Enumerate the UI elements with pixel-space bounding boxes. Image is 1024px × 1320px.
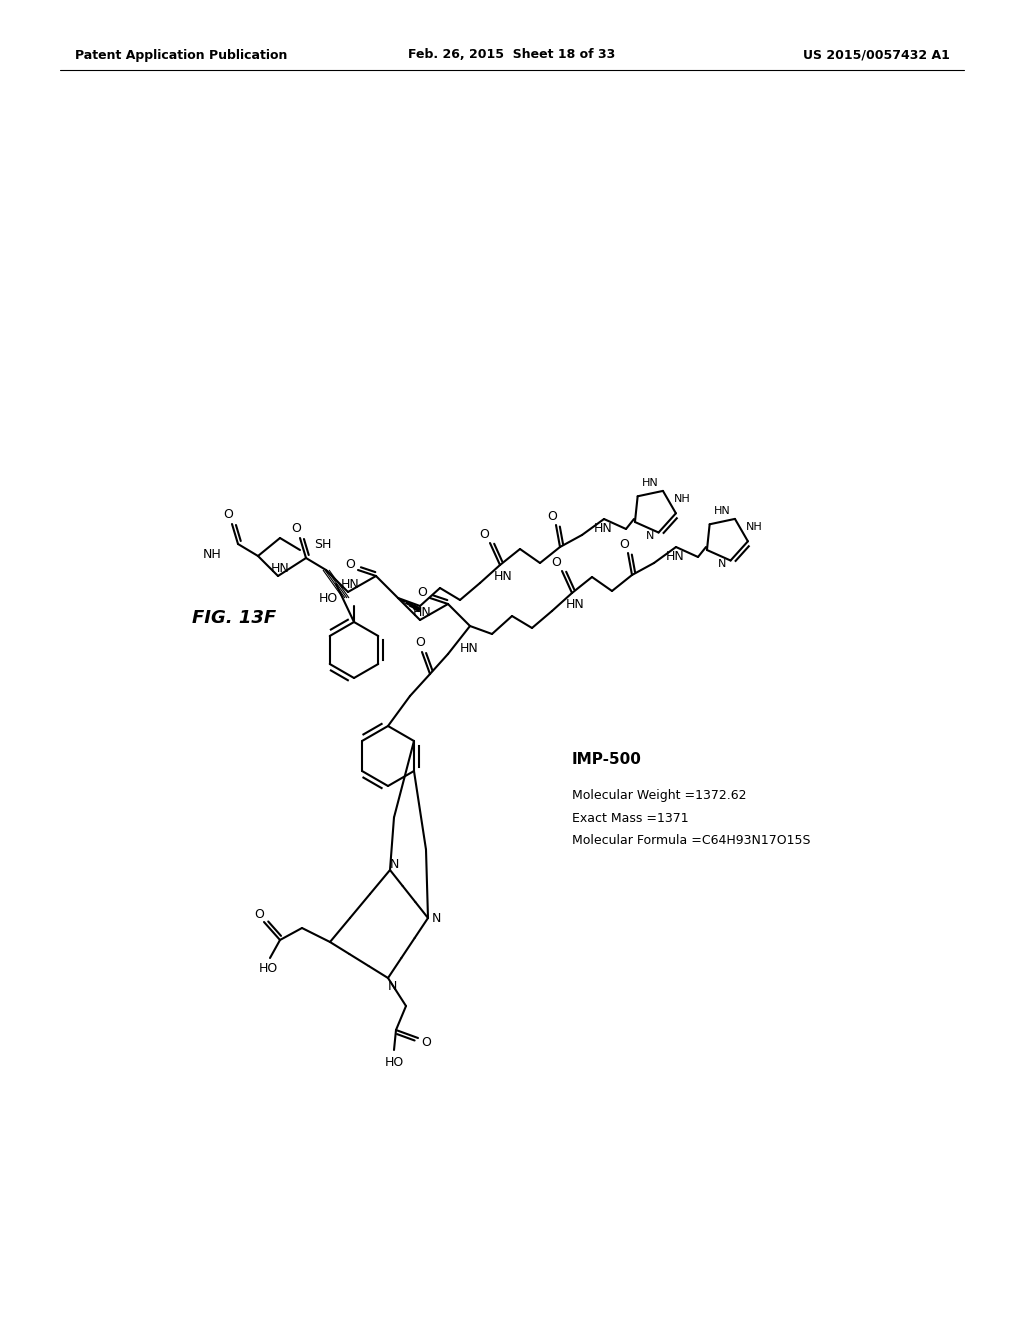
Text: N: N <box>431 912 440 924</box>
Text: NH: NH <box>746 521 763 532</box>
Text: Feb. 26, 2015  Sheet 18 of 33: Feb. 26, 2015 Sheet 18 of 33 <box>409 49 615 62</box>
Text: HO: HO <box>384 1056 403 1068</box>
Text: HN: HN <box>566 598 585 611</box>
Text: Molecular Formula =C64H93N17O15S: Molecular Formula =C64H93N17O15S <box>572 833 811 846</box>
Text: HO: HO <box>318 591 338 605</box>
Text: HN: HN <box>460 642 479 655</box>
Text: O: O <box>421 1035 431 1048</box>
Text: HN: HN <box>414 606 432 619</box>
Text: US 2015/0057432 A1: US 2015/0057432 A1 <box>803 49 950 62</box>
Text: O: O <box>417 586 427 598</box>
Text: O: O <box>551 556 561 569</box>
Text: Exact Mass =1371: Exact Mass =1371 <box>572 812 688 825</box>
Text: HN: HN <box>594 523 612 536</box>
Text: O: O <box>345 557 355 570</box>
Text: SH: SH <box>314 537 332 550</box>
Text: NH: NH <box>203 548 222 561</box>
Text: N: N <box>389 858 398 870</box>
Text: HN: HN <box>714 506 730 516</box>
Text: O: O <box>479 528 488 540</box>
Text: O: O <box>620 537 629 550</box>
Text: HN: HN <box>271 561 290 574</box>
Text: FIG. 13F: FIG. 13F <box>193 609 276 627</box>
Text: Patent Application Publication: Patent Application Publication <box>75 49 288 62</box>
Text: O: O <box>547 510 557 523</box>
Text: HN: HN <box>666 550 685 564</box>
Text: N: N <box>718 558 726 569</box>
Text: N: N <box>387 979 396 993</box>
Text: NH: NH <box>674 494 691 504</box>
Text: IMP-500: IMP-500 <box>572 752 642 767</box>
Text: HN: HN <box>341 578 360 590</box>
Text: HN: HN <box>642 478 658 488</box>
Text: O: O <box>223 508 232 521</box>
Text: O: O <box>254 908 264 920</box>
Text: O: O <box>415 636 425 649</box>
Text: N: N <box>646 531 654 541</box>
Text: HN: HN <box>494 570 513 583</box>
Text: O: O <box>291 523 301 536</box>
Text: Molecular Weight =1372.62: Molecular Weight =1372.62 <box>572 789 746 803</box>
Text: HO: HO <box>258 961 278 974</box>
